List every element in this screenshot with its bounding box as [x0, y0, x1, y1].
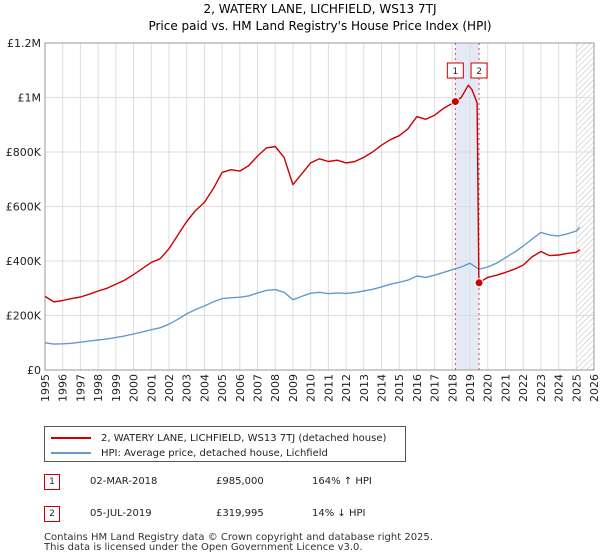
x-tick-label: 2000 [128, 374, 141, 402]
x-tick-label: 2009 [287, 374, 300, 402]
sale-marker-label: 2 [476, 67, 482, 77]
footer-copyright: Contains HM Land Registry data © Crown c… [44, 532, 433, 543]
sale-point [474, 278, 484, 288]
x-tick-label: 2006 [234, 374, 247, 402]
legend-swatch-property [51, 437, 91, 439]
sale-marker-box [470, 62, 488, 79]
sale-point [450, 97, 460, 107]
x-tick-label: 2016 [411, 374, 424, 402]
transaction-row: 1 02-MAR-2018 £985,000 164% ↑ HPI [44, 474, 444, 492]
x-tick-label: 2002 [163, 374, 176, 402]
x-tick-label: 2012 [340, 374, 353, 402]
x-tick-label: 1997 [74, 374, 87, 402]
chart-subtitle: Price paid vs. HM Land Registry's House … [148, 19, 491, 33]
property-price-line [44, 84, 581, 303]
x-tick-label: 2003 [181, 374, 194, 402]
x-tick-label: 1995 [39, 374, 52, 402]
chart-legend: 2, WATERY LANE, LICHFIELD, WS13 7TJ (det… [44, 426, 406, 462]
x-tick-label: 2014 [375, 374, 388, 402]
x-tick-label: 2020 [482, 374, 495, 402]
transaction-hpi-change: 164% ↑ HPI [312, 476, 372, 487]
chart-title: 2, WATERY LANE, LICHFIELD, WS13 7TJ [203, 2, 436, 16]
legend-item-property: 2, WATERY LANE, LICHFIELD, WS13 7TJ (det… [51, 431, 386, 445]
y-tick-label: £400K [6, 255, 42, 268]
transaction-price: £985,000 [216, 476, 264, 487]
x-tick-label: 2021 [499, 374, 512, 402]
y-tick-label: £800K [6, 146, 42, 159]
x-tick-label: 2001 [145, 374, 158, 402]
x-tick-label: 2005 [216, 374, 229, 402]
x-tick-label: 2008 [269, 374, 282, 402]
y-tick-label: £0 [27, 364, 41, 377]
x-tick-label: 1996 [57, 374, 70, 402]
x-tick-label: 2017 [429, 374, 442, 402]
legend-swatch-hpi [51, 452, 91, 454]
legend-item-hpi: HPI: Average price, detached house, Lich… [51, 446, 328, 460]
footer-licence: This data is licensed under the Open Gov… [44, 542, 363, 553]
transaction-number-badge: 1 [44, 474, 60, 490]
x-tick-label: 2013 [358, 374, 371, 402]
sale-marker-label: 1 [452, 67, 458, 77]
footer-attribution: Contains HM Land Registry data © Crown c… [44, 533, 433, 553]
legend-label-hpi: HPI: Average price, detached house, Lich… [101, 447, 328, 459]
x-tick-label: 1999 [110, 374, 123, 402]
legend-label-property: 2, WATERY LANE, LICHFIELD, WS13 7TJ (det… [101, 432, 387, 444]
x-tick-label: 2019 [464, 374, 477, 402]
x-tick-label: 2007 [252, 374, 265, 402]
transaction-date: 02-MAR-2018 [90, 476, 158, 487]
x-tick-label: 1998 [92, 374, 105, 402]
transaction-price: £319,995 [216, 508, 264, 519]
x-tick-label: 2018 [446, 374, 459, 402]
x-tick-label: 2025 [570, 374, 583, 402]
y-tick-label: £1.2M [7, 37, 41, 50]
transaction-date: 05-JUL-2019 [90, 508, 152, 519]
x-tick-label: 2026 [588, 374, 600, 402]
y-tick-label: £1M [18, 92, 42, 105]
x-tick-label: 2024 [553, 374, 566, 402]
x-tick-label: 2022 [517, 374, 530, 402]
plot-border [44, 42, 595, 371]
price-chart: 2, WATERY LANE, LICHFIELD, WS13 7TJ Pric… [6, 2, 600, 402]
x-tick-label: 2015 [393, 374, 406, 402]
sale-marker-box [446, 62, 464, 79]
x-tick-label: 2011 [322, 374, 335, 402]
x-tick-label: 2004 [198, 374, 211, 402]
y-tick-label: £600K [6, 201, 42, 214]
transaction-hpi-change: 14% ↓ HPI [312, 508, 366, 519]
x-tick-label: 2010 [305, 374, 318, 402]
x-tick-label: 2023 [535, 374, 548, 402]
y-tick-label: £200K [6, 310, 42, 323]
hpi-line [44, 226, 581, 345]
transaction-number-badge: 2 [44, 506, 60, 522]
transaction-row: 2 05-JUL-2019 £319,995 14% ↓ HPI [44, 506, 444, 524]
